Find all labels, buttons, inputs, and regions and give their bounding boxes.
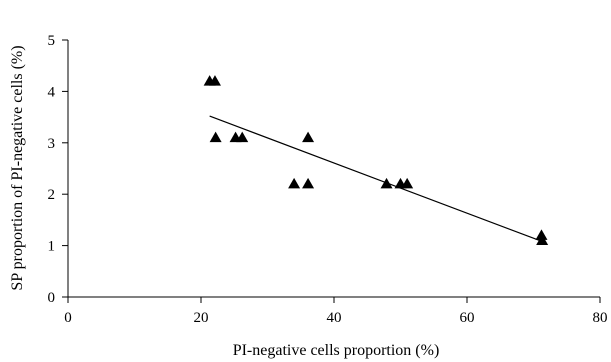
trendline-group <box>209 115 543 243</box>
data-point <box>302 177 315 189</box>
data-point <box>236 131 249 143</box>
y-tick-label: 2 <box>48 187 56 203</box>
y-tick-label: 1 <box>48 239 56 255</box>
data-point <box>302 131 315 143</box>
trendline <box>209 115 543 243</box>
y-tick-label: 5 <box>48 33 56 49</box>
ticks: 0 20 40 60 80 0 1 2 3 4 5 <box>48 33 608 326</box>
y-axis-label: SP proportion of PI-negative cells (%) <box>9 45 26 290</box>
data-point <box>536 234 549 245</box>
data-point <box>401 177 414 189</box>
data-point <box>209 131 222 143</box>
x-tick-label: 60 <box>460 310 475 326</box>
x-tick-label: 0 <box>64 310 72 326</box>
x-tick-label: 80 <box>593 310 608 326</box>
data-point <box>288 177 301 189</box>
data-point <box>535 229 548 240</box>
axes <box>67 40 600 298</box>
data-points <box>203 75 549 245</box>
data-point <box>208 75 221 86</box>
x-axis-label: PI-negative cells proportion (%) <box>233 342 440 359</box>
x-tick-label: 20 <box>194 310 209 326</box>
y-tick-label: 0 <box>48 290 56 306</box>
y-tick-label: 3 <box>48 136 56 152</box>
x-tick-label: 40 <box>327 310 342 326</box>
data-point <box>380 177 393 189</box>
y-tick-label: 4 <box>48 84 56 100</box>
